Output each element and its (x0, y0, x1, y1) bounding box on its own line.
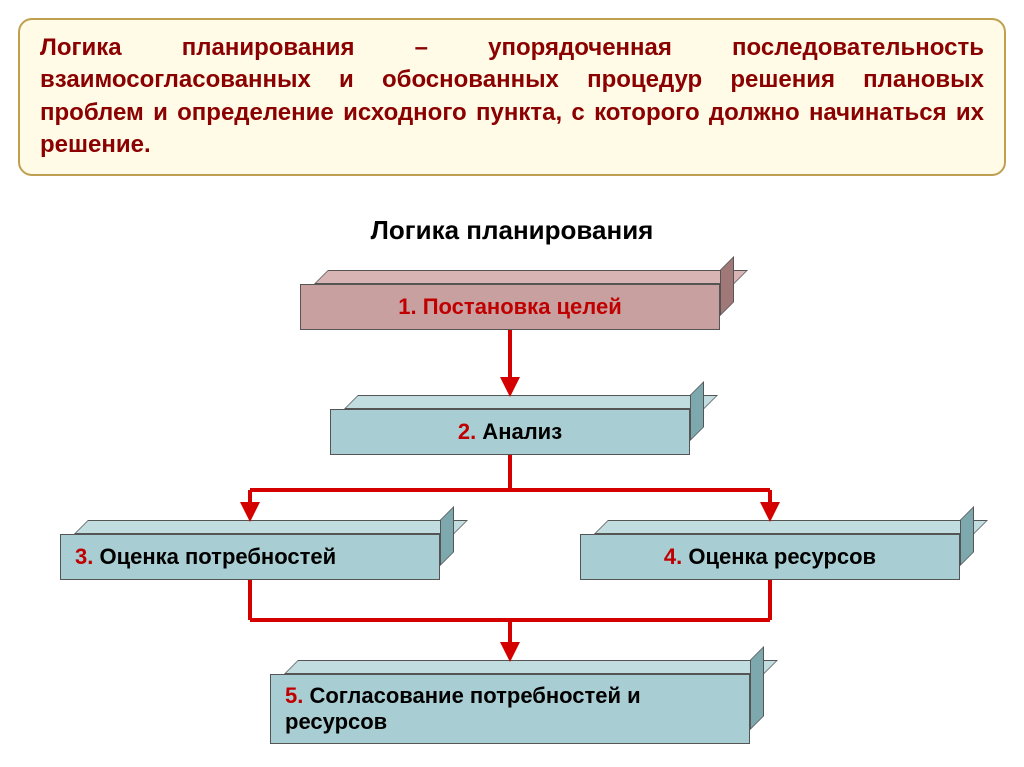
bar-side (960, 506, 974, 566)
bar-needs: 3. Оценка потребностей (60, 520, 454, 580)
bar-goals: 1. Постановка целей (300, 270, 734, 330)
bar-face: 5. Согласование потребностей и ресурсов (270, 674, 750, 744)
bar-side (690, 381, 704, 441)
bar-side (720, 256, 734, 316)
bar-top (344, 395, 718, 409)
bar-face: 2. Анализ (330, 409, 690, 455)
bar-top (284, 660, 778, 674)
bar-text: Оценка ресурсов (682, 544, 876, 569)
bar-face: 4. Оценка ресурсов (580, 534, 960, 580)
bar-num: 4. (664, 544, 682, 569)
bar-label-resources: 4. Оценка ресурсов (664, 544, 876, 570)
bar-num: 1. (398, 294, 416, 319)
bar-top (74, 520, 468, 534)
bar-label-analysis: 2. Анализ (458, 419, 562, 445)
bar-text: Согласование потребностей и ресурсов (285, 683, 641, 734)
bar-top (594, 520, 988, 534)
bar-label-needs: 3. Оценка потребностей (75, 544, 336, 570)
bar-resources: 4. Оценка ресурсов (580, 520, 974, 580)
bar-top (314, 270, 748, 284)
bar-num: 3. (75, 544, 93, 569)
bar-analysis: 2. Анализ (330, 395, 704, 455)
subtitle: Логика планирования (0, 215, 1024, 246)
bar-text: Анализ (476, 419, 562, 444)
bar-num: 5. (285, 683, 303, 708)
bar-text: Постановка целей (417, 294, 622, 319)
bar-side (750, 646, 764, 730)
bar-face: 1. Постановка целей (300, 284, 720, 330)
definition-text: Логика планирования – упорядоченная посл… (40, 32, 984, 162)
bar-side (440, 506, 454, 566)
bar-face: 3. Оценка потребностей (60, 534, 440, 580)
bar-text: Оценка потребностей (93, 544, 336, 569)
bar-label-coord: 5. Согласование потребностей и ресурсов (285, 683, 735, 736)
bar-label-goals: 1. Постановка целей (398, 294, 622, 320)
bar-num: 2. (458, 419, 476, 444)
definition-box: Логика планирования – упорядоченная посл… (18, 18, 1006, 176)
bar-coord: 5. Согласование потребностей и ресурсов (270, 660, 764, 744)
